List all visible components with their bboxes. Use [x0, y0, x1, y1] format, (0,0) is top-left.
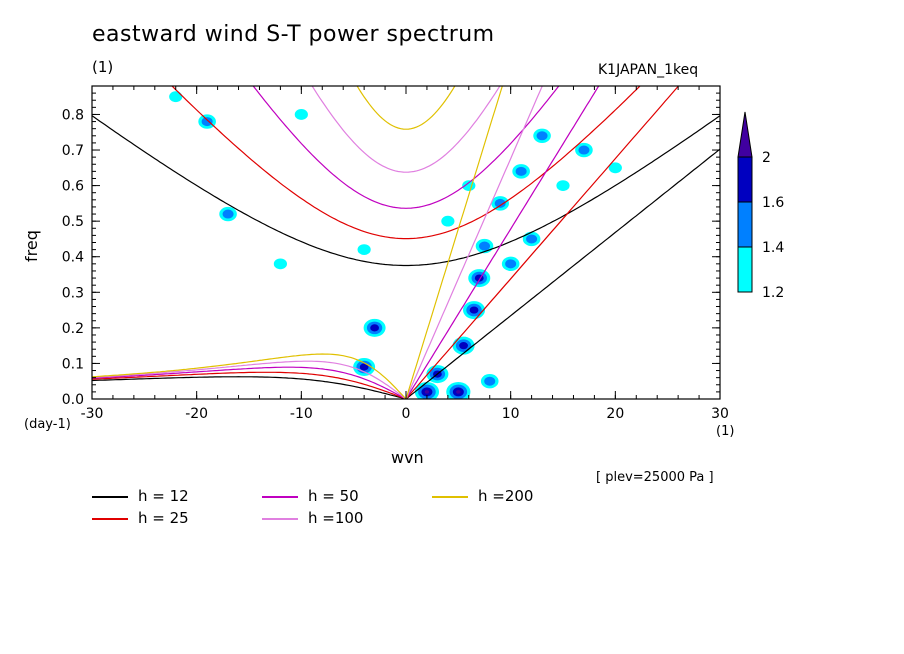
- colorbar-label: 2: [762, 150, 771, 166]
- spectral-peak-level-2: [484, 376, 496, 386]
- legend-label: h =100: [308, 509, 364, 527]
- spectral-peak-level-3: [359, 363, 369, 371]
- spectral-peak-level-2: [479, 241, 490, 251]
- y-tick-label: 0.2: [62, 321, 84, 337]
- spectral-peak-level-3: [469, 306, 479, 314]
- colorbar-swatch: [737, 156, 753, 203]
- legend-swatch: [92, 496, 128, 498]
- spectral-peak-level-2: [536, 131, 548, 141]
- legend-swatch: [92, 518, 128, 520]
- spectral-peak-level-1: [608, 162, 622, 174]
- y-tick-label: 0.5: [62, 214, 84, 230]
- y-unit-label: (day-1): [24, 417, 71, 432]
- spectral-peak-level-1: [556, 180, 570, 191]
- y-tick-label: 0.4: [62, 250, 84, 266]
- legend-label: h = 50: [308, 487, 359, 505]
- dispersion-curve-rossby-h50: [92, 366, 407, 399]
- colorbar-label: 1.4: [762, 240, 784, 256]
- colorbar-label: 1.6: [762, 195, 784, 211]
- spectral-peaks: [169, 91, 622, 399]
- x-tick-label: -20: [185, 406, 208, 422]
- dispersion-curve-ig-h25: [171, 86, 641, 240]
- legend-label: h = 12: [138, 487, 189, 505]
- legend-swatch: [432, 496, 468, 498]
- dispersion-curve-rossby-h100: [92, 360, 407, 399]
- spectral-peak-level-4: [456, 390, 461, 394]
- spectral-peak-level-1: [294, 109, 308, 120]
- dispersion-curve-rossby-h200: [92, 353, 407, 399]
- axes: -30 -20 -10 0 10 20 30 0.0 0.1 0.2 0.3 0.4 0.5 0.6 0.7…: [62, 86, 729, 422]
- spectral-peak-level-2: [494, 198, 506, 208]
- colorbar-extension: [737, 111, 753, 158]
- spectral-peak-level-1: [169, 91, 183, 103]
- colorbar-swatch: [737, 246, 753, 293]
- dispersion-curve-kelvin-h100: [405, 86, 543, 399]
- y-tick-label: 0.8: [62, 107, 84, 123]
- x-tick-label: 30: [711, 406, 729, 422]
- legend-swatch: [262, 518, 298, 520]
- spectral-peak-level-2: [222, 209, 234, 219]
- spectral-peak-level-2: [515, 166, 527, 176]
- run-name: K1JAPAN_1keq: [598, 62, 699, 78]
- x-tick-label: -10: [290, 406, 313, 422]
- x-tick-label: 10: [502, 406, 520, 422]
- plev-note: [ plev=25000 Pa ]: [596, 470, 714, 485]
- spectral-peak-level-2: [526, 234, 538, 244]
- plot-frame: [91, 85, 721, 400]
- spectral-peak-level-4: [424, 390, 430, 394]
- x-tick-label: 20: [606, 406, 624, 422]
- dispersion-curve-rossby-h25: [92, 371, 407, 399]
- legend-swatch: [262, 496, 298, 498]
- spectral-peak-level-2: [201, 117, 213, 127]
- spectral-peak-level-1: [273, 258, 287, 270]
- colorbar-swatch: [737, 201, 753, 248]
- unit-label: (1): [92, 58, 114, 76]
- legend-label: h = 25: [138, 509, 189, 527]
- y-tick-label: 0.0: [62, 392, 84, 408]
- legend-label: h =200: [478, 487, 534, 505]
- dispersion-curve-kelvin-h50: [405, 86, 600, 399]
- dispersion-curve-ig-h200: [356, 86, 456, 130]
- colorbar-label: 1.2: [762, 285, 784, 301]
- spectral-peak-level-1: [357, 244, 371, 256]
- x-axis-label: wvn: [391, 448, 424, 467]
- dispersion-curve-ig-h50: [252, 86, 560, 209]
- dispersion-curve-kelvin-h12: [405, 148, 720, 399]
- dispersion-curve-kelvin-h200: [405, 86, 503, 399]
- dispersion-curve-ig-h12: [92, 115, 720, 267]
- spectral-peak-level-1: [441, 215, 455, 227]
- dispersion-curve-rossby-h12: [92, 376, 407, 399]
- spectral-peak-level-3: [370, 324, 379, 332]
- colorbar: 1.2 1.4 1.6 2: [737, 111, 784, 301]
- dispersion-curve-kelvin-h25: [405, 86, 680, 399]
- y-tick-label: 0.6: [62, 179, 84, 195]
- dispersion-curves: [92, 86, 720, 399]
- x-tick-label: 0: [402, 406, 411, 422]
- spectral-peak-level-2: [578, 145, 590, 155]
- spectral-peak-level-3: [459, 342, 468, 350]
- y-tick-label: 0.7: [62, 143, 84, 159]
- x-tick-label: -30: [81, 406, 104, 422]
- spectral-peak-level-2: [505, 259, 517, 269]
- y-tick-label: 0.1: [62, 356, 84, 372]
- chart-title: eastward wind S-T power spectrum: [92, 22, 495, 47]
- dispersion-curve-ig-h100: [311, 86, 501, 173]
- y-tick-label: 0.3: [62, 285, 84, 301]
- x-unit-label: (1): [716, 424, 735, 439]
